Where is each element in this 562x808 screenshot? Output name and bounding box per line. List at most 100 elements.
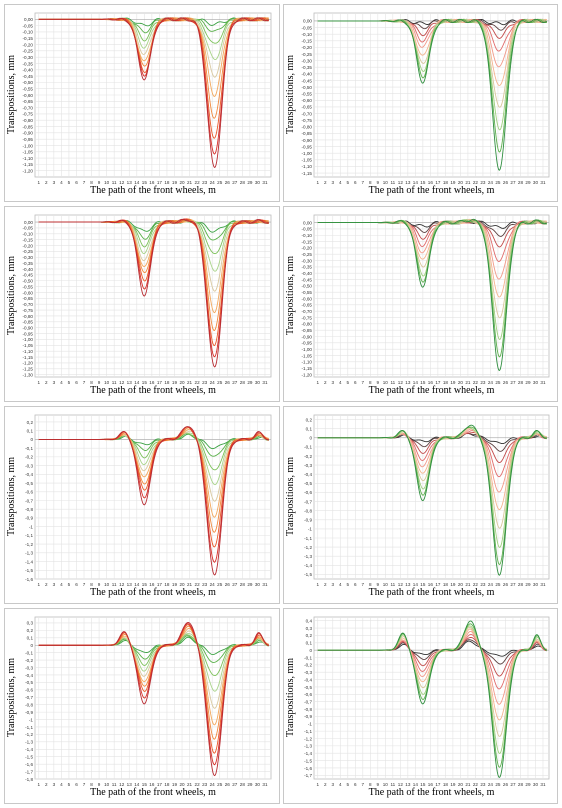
y-tick-label: -0,8 [25,702,33,707]
y-tick-label: 0,2 [306,417,313,422]
y-tick-label: -0,95 [23,331,34,336]
y-tick-label: -0,30 [302,258,313,263]
x-tick-label: 5 [68,380,71,385]
x-tick-label: 28 [240,380,246,385]
x-tick-label: 31 [540,582,546,587]
series-line [38,17,269,168]
y-tick-label: -0,75 [302,118,313,123]
y-tick-label: -1,05 [302,158,313,163]
x-tick-label: 21 [465,180,471,185]
x-tick-label: 6 [75,582,78,587]
y-tick-label: -1,5 [304,758,312,763]
y-tick-label: -0,40 [302,271,313,276]
y-axis-label: Transpositions, mm [5,456,17,537]
x-tick-label: 8 [90,380,93,385]
x-axis-label: The path of the front wheels, m [90,587,216,598]
x-tick-label: 19 [172,582,178,587]
y-tick-label: -0,15 [23,237,34,242]
y-tick-label: -0,40 [23,68,34,73]
x-tick-label: 24 [210,782,216,787]
x-tick-label: 31 [540,782,546,787]
chart-svg: 0,4 0,3 0,2 0,1 0 -0,1 -0,2 -0,3 -0,4 -0,5 -0,6 -0,… [304,616,550,787]
x-tick-label: 4 [339,782,342,787]
x-tick-label: 17 [157,782,163,787]
x-axis-label: The path of the front wheels, m [368,587,495,598]
y-tick-label: -1,05 [302,353,313,358]
x-tick-label: 27 [232,380,238,385]
x-tick-label: 12 [398,380,404,385]
x-axis-label: The path of the front wheels, m [90,787,216,798]
y-tick-label: -0,20 [302,45,313,50]
series-line [317,18,547,171]
x-tick-label: 5 [68,582,71,587]
x-tick-label: 16 [149,582,155,587]
y-axis-label: Transpositions, mm [5,54,17,135]
y-tick-label: -0,7 [25,695,33,700]
x-tick-label: 1 [37,380,40,385]
x-tick-label: 11 [390,180,395,185]
y-tick-label: -1,5 [25,755,33,760]
x-tick-label: 30 [533,380,539,385]
x-tick-label: 25 [495,380,501,385]
x-tick-label: 20 [179,180,185,185]
y-tick-label: -1,7 [25,769,33,774]
x-tick-label: 13 [405,380,411,385]
y-tick-label: -1,15 [302,366,313,371]
x-tick-label: 4 [339,180,342,185]
x-tick-label: 1 [316,582,319,587]
y-tick-label: -1,5 [304,572,312,577]
x-tick-label: 19 [450,180,456,185]
x-tick-label: 13 [127,380,133,385]
x-tick-label: 24 [488,782,494,787]
y-tick-label: -1,05 [23,343,34,348]
y-tick-label: -1,00 [302,151,313,156]
x-tick-label: 22 [195,180,201,185]
x-tick-label: 19 [450,380,456,385]
x-tick-label: 16 [428,782,434,787]
x-tick-label: 2 [324,180,327,185]
y-tick-label: 0 [309,436,312,441]
x-tick-label: 21 [187,582,193,587]
y-tick-label: -0,8 [304,707,312,712]
y-tick-label: -0,20 [23,42,34,47]
x-tick-label: 9 [377,782,380,787]
x-tick-label: 1 [316,782,319,787]
y-tick-label: -1 [308,722,313,727]
x-tick-label: 13 [405,782,411,787]
x-tick-label: 26 [225,582,231,587]
y-axis-label: Transpositions, mm [5,255,17,336]
y-tick-label: -0,85 [23,124,34,129]
y-tick-label: -0,25 [302,252,313,257]
x-tick-label: 24 [210,180,216,185]
x-tick-label: 18 [164,782,170,787]
x-tick-label: 21 [465,782,471,787]
x-tick-label: 5 [347,180,350,185]
x-tick-label: 9 [377,180,380,185]
x-tick-label: 3 [53,180,56,185]
y-tick-label: -1,2 [304,736,312,741]
y-tick-label: -0,40 [302,72,313,77]
x-tick-label: 23 [202,782,208,787]
y-tick-label: -0,50 [23,80,34,85]
y-tick-label: -0,65 [23,99,34,104]
x-tick-label: 27 [232,582,238,587]
y-tick-label: -0,5 [304,685,312,690]
y-tick-label: -1,10 [23,156,34,161]
x-tick-label: 6 [354,180,357,185]
x-tick-label: 14 [413,782,419,787]
x-tick-label: 14 [134,380,140,385]
y-tick-label: -0,2 [25,455,33,460]
x-tick-label: 27 [510,582,516,587]
y-tick-label: -1,3 [25,551,33,556]
x-tick-label: 26 [225,180,231,185]
x-tick-label: 24 [488,180,494,185]
x-tick-label: 15 [420,180,426,185]
x-tick-label: 7 [83,582,86,587]
y-tick-label: -0,50 [302,85,313,90]
y-tick-label: 0,00 [24,17,33,22]
y-tick-label: -0,60 [23,93,34,98]
x-tick-label: 13 [405,582,411,587]
y-tick-label: -1,2 [304,545,312,550]
y-tick-label: -0,8 [304,508,312,513]
x-tick-label: 25 [495,180,501,185]
